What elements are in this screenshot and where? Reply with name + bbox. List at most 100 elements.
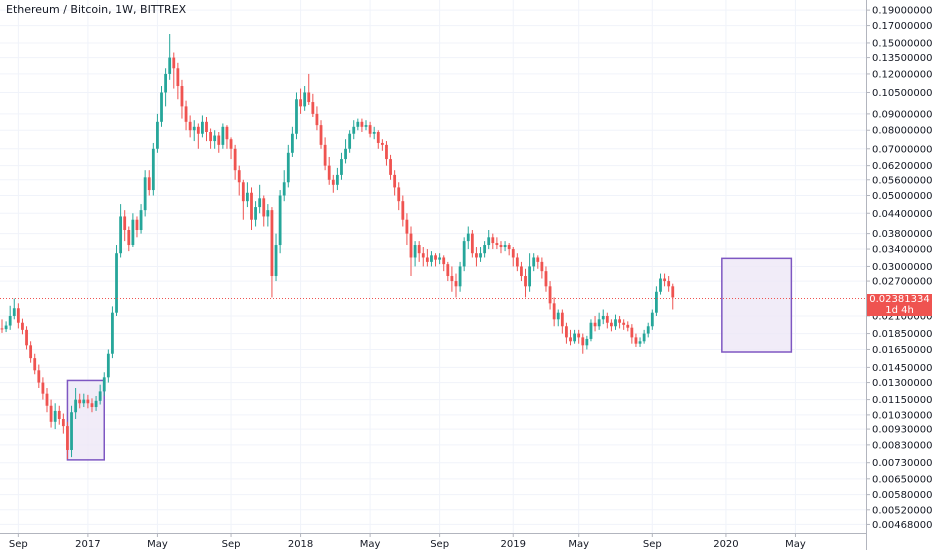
candle: [8, 305, 12, 330]
candle-body: [295, 99, 298, 134]
candle-body: [650, 312, 654, 327]
candle: [413, 241, 417, 267]
x-tick-label: May: [147, 539, 168, 550]
candle-body: [33, 358, 37, 371]
candle-body: [331, 179, 335, 185]
candle-body: [483, 245, 487, 254]
candle: [57, 405, 61, 425]
candle: [376, 130, 380, 149]
highlight-boxes: [66, 257, 793, 461]
candle-body: [442, 257, 446, 265]
candle: [344, 139, 347, 164]
candle: [16, 303, 20, 329]
candle-body: [286, 152, 290, 183]
candle-body: [45, 393, 49, 406]
candle: [295, 92, 298, 140]
candle-body: [151, 148, 155, 191]
y-tick-label: 0.10500000: [872, 88, 932, 99]
candle-body: [41, 382, 45, 394]
candle-body: [111, 312, 114, 354]
candle: [180, 79, 184, 119]
candle: [352, 120, 356, 140]
x-tick-label: Sep: [222, 539, 241, 550]
candle: [466, 226, 470, 250]
candle-body: [372, 131, 376, 134]
candle: [507, 243, 511, 256]
candle: [434, 253, 437, 267]
candle-body: [225, 126, 229, 140]
candle-body: [37, 370, 41, 383]
candle: [53, 403, 57, 430]
candle-body: [524, 276, 527, 287]
candle-body: [573, 333, 576, 342]
candle: [106, 349, 110, 383]
candle: [569, 329, 572, 346]
candle: [86, 394, 90, 409]
y-tick-label: 0.15000000: [872, 38, 932, 49]
candle: [663, 273, 666, 287]
candle-body: [335, 174, 339, 185]
x-tick-label: Sep: [430, 539, 449, 550]
x-tick-label: Sep: [9, 539, 28, 550]
candle-body: [102, 377, 106, 392]
candle-body: [319, 125, 323, 145]
y-tick-label: 0.07000000: [872, 144, 932, 155]
candle: [311, 93, 315, 118]
y-tick-label: 0.03400000: [872, 245, 932, 256]
candle-body: [164, 73, 167, 93]
candle: [201, 115, 204, 138]
price-axis[interactable]: 0.19000000 0.17000000 0.15000000 0.13500000…: [866, 0, 932, 550]
candle: [544, 266, 548, 292]
time-axis[interactable]: Sep 2017 May Sep 2018 May Sep 2019 May Sep 2020 May: [0, 533, 866, 550]
candle-body: [364, 125, 368, 127]
candle: [176, 62, 180, 100]
candle-body: [659, 278, 662, 292]
candle-body: [397, 187, 401, 202]
candle: [290, 126, 294, 157]
last-price-badge: 0.02381334: [867, 294, 932, 305]
y-tick-label: 0.00520000: [872, 505, 932, 516]
candle: [483, 241, 487, 258]
candle-body: [605, 315, 609, 323]
candle: [327, 156, 331, 185]
candle-body: [470, 233, 474, 254]
candle: [487, 230, 491, 250]
candle-body: [454, 281, 458, 287]
candle-body: [622, 322, 626, 325]
candle: [385, 141, 388, 166]
candle-body: [98, 391, 102, 401]
highlight-box: [721, 257, 793, 353]
candle: [340, 152, 343, 180]
candle-body: [540, 261, 544, 272]
candle-body: [475, 253, 478, 258]
candle-body: [57, 410, 61, 419]
candle-body: [376, 131, 380, 143]
candle-body: [520, 266, 523, 277]
candle-body: [434, 255, 437, 260]
candle-body: [192, 126, 196, 131]
candle-body: [229, 139, 233, 149]
candle-body: [552, 303, 556, 320]
candle-body: [569, 337, 572, 342]
candle: [217, 131, 221, 153]
candle: [41, 377, 45, 400]
candle: [536, 255, 540, 269]
candle-body: [503, 245, 507, 248]
candle: [61, 413, 65, 434]
candle-body: [8, 315, 12, 326]
candle-body: [360, 121, 364, 127]
candle-body: [315, 113, 319, 126]
candle: [515, 253, 519, 272]
candle-body: [123, 216, 127, 231]
candle: [577, 329, 581, 344]
candle: [225, 125, 229, 149]
candle-body: [389, 159, 392, 175]
candle-body: [401, 201, 405, 220]
candle: [425, 249, 429, 267]
y-tick-label: 0.08000000: [872, 126, 932, 137]
candle-body: [560, 312, 564, 327]
candle: [532, 253, 536, 272]
candle-body: [626, 324, 630, 328]
candle: [470, 230, 474, 258]
